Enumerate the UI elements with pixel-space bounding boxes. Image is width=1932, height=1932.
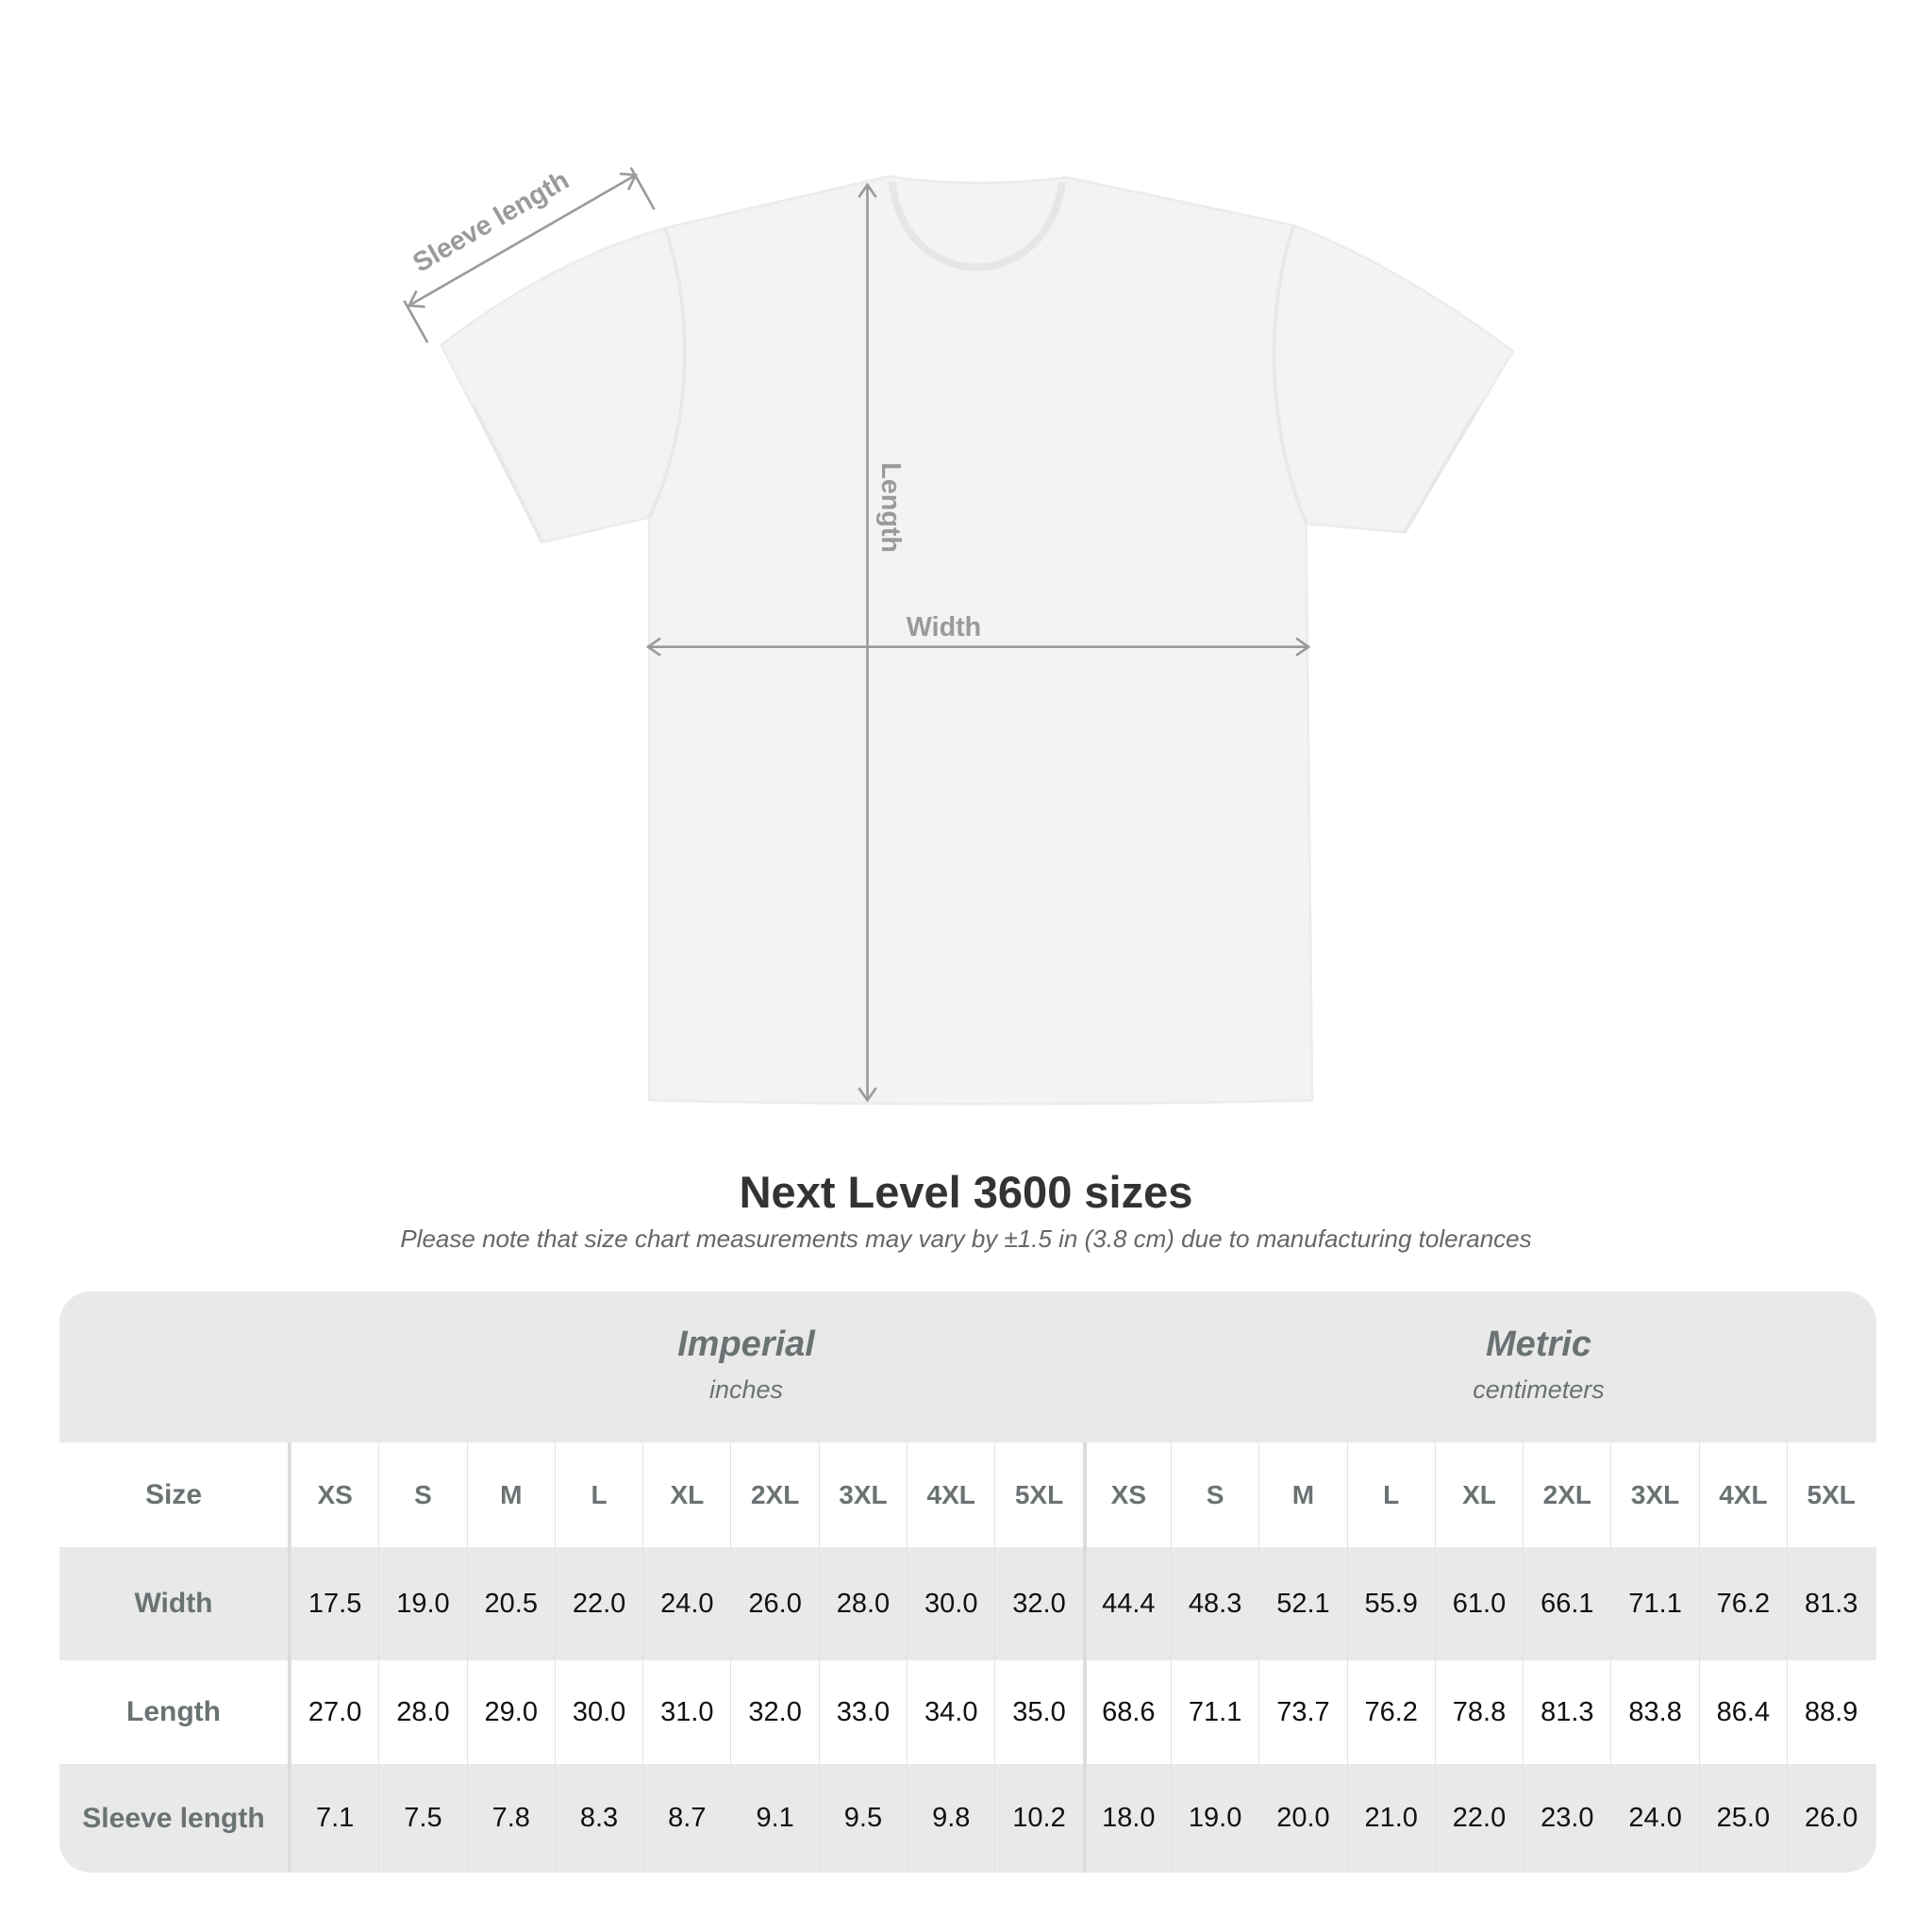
- value-cell: 81.3: [1787, 1547, 1874, 1660]
- size-header-cell: 2XL: [730, 1442, 818, 1547]
- metric-title: Metric: [1486, 1324, 1591, 1364]
- row-label: Length: [59, 1660, 291, 1764]
- value-cell: 22.0: [554, 1547, 642, 1660]
- value-cell: 7.1: [291, 1764, 378, 1873]
- sleeve-length-arrow: [403, 166, 656, 343]
- size-header-cell: M: [1258, 1442, 1346, 1547]
- value-cell: 21.0: [1346, 1764, 1435, 1873]
- value-cell: 76.2: [1346, 1660, 1435, 1764]
- value-cell: 73.7: [1258, 1660, 1346, 1764]
- size-header-cell: 4XL: [1698, 1442, 1787, 1547]
- value-cell: 10.2: [994, 1764, 1082, 1873]
- size-header-cell: 4XL: [907, 1442, 994, 1547]
- value-cell: 48.3: [1170, 1547, 1258, 1660]
- value-cell: 19.0: [378, 1547, 466, 1660]
- value-cell: 34.0: [907, 1660, 994, 1764]
- size-header-cell: 5XL: [994, 1442, 1082, 1547]
- value-cell: 30.0: [554, 1660, 642, 1764]
- width-label: Width: [907, 612, 981, 642]
- value-cell: 20.5: [466, 1547, 555, 1660]
- row-label: Width: [59, 1547, 291, 1660]
- value-cell: 83.8: [1610, 1660, 1698, 1764]
- value-cell: 55.9: [1346, 1547, 1435, 1660]
- table-row: Width 17.5 19.0 20.5 22.0 24.0 26.0 28.0 30.0 32.…: [59, 1547, 1876, 1660]
- value-cell: 78.8: [1434, 1660, 1523, 1764]
- size-header-cell: 3XL: [818, 1442, 907, 1547]
- value-cell: 23.0: [1523, 1764, 1610, 1873]
- value-cell: 20.0: [1258, 1764, 1346, 1873]
- value-cell: 17.5: [291, 1547, 378, 1660]
- value-cell: 24.0: [1610, 1764, 1698, 1873]
- value-cell: 24.0: [642, 1547, 730, 1660]
- sleeve-length-label: Sleeve length: [408, 165, 574, 278]
- value-cell: 29.0: [466, 1660, 555, 1764]
- value-cell: 32.0: [730, 1660, 818, 1764]
- tshirt-image: [439, 175, 1515, 1106]
- table-row: Length 27.0 28.0 29.0 30.0 31.0 32.0 33.0 34.0 35…: [59, 1660, 1876, 1764]
- size-header-cell: 2XL: [1523, 1442, 1610, 1547]
- size-header-cell: XL: [1434, 1442, 1523, 1547]
- size-header-cell: L: [1346, 1442, 1435, 1547]
- value-cell: 18.0: [1082, 1764, 1171, 1873]
- value-cell: 7.5: [378, 1764, 466, 1873]
- width-arrow: [645, 637, 1311, 657]
- size-header-cell: S: [378, 1442, 466, 1547]
- value-cell: 19.0: [1170, 1764, 1258, 1873]
- value-cell: 52.1: [1258, 1547, 1346, 1660]
- value-cell: 9.8: [907, 1764, 994, 1873]
- value-cell: 9.5: [818, 1764, 907, 1873]
- row-label: Sleeve length: [59, 1764, 291, 1873]
- value-cell: 86.4: [1698, 1660, 1787, 1764]
- imperial-header: Imperial inches: [350, 1291, 1142, 1442]
- value-cell: 9.1: [730, 1764, 818, 1873]
- value-cell: 22.0: [1434, 1764, 1523, 1873]
- row-label: Size: [59, 1442, 291, 1547]
- value-cell: 26.0: [1787, 1764, 1874, 1873]
- tshirt-collar: [888, 181, 1066, 272]
- value-cell: 8.7: [642, 1764, 730, 1873]
- value-cell: 76.2: [1698, 1547, 1787, 1660]
- tolerance-note: Please note that size chart measurements…: [400, 1224, 1532, 1253]
- value-cell: 33.0: [818, 1660, 907, 1764]
- size-header-cell: XS: [291, 1442, 378, 1547]
- value-cell: 31.0: [642, 1660, 730, 1764]
- value-cell: 32.0: [994, 1547, 1082, 1660]
- value-cell: 71.1: [1610, 1547, 1698, 1660]
- value-cell: 35.0: [994, 1660, 1082, 1764]
- metric-header: Metric centimeters: [1142, 1291, 1876, 1442]
- value-cell: 8.3: [554, 1764, 642, 1873]
- size-header-cell: M: [466, 1442, 555, 1547]
- value-cell: 27.0: [291, 1660, 378, 1764]
- value-cell: 81.3: [1523, 1660, 1610, 1764]
- value-cell: 26.0: [730, 1547, 818, 1660]
- value-cell: 28.0: [818, 1547, 907, 1660]
- size-table: Imperial inches Metric centimeters Size X…: [59, 1291, 1876, 1873]
- value-cell: 28.0: [378, 1660, 466, 1764]
- tshirt-seams: [473, 225, 1481, 543]
- value-cell: 68.6: [1082, 1660, 1171, 1764]
- value-cell: 71.1: [1170, 1660, 1258, 1764]
- value-cell: 7.8: [466, 1764, 555, 1873]
- imperial-unit: inches: [708, 1375, 784, 1404]
- imperial-title: Imperial: [677, 1324, 815, 1364]
- value-cell: 44.4: [1082, 1547, 1171, 1660]
- length-label: Length: [875, 462, 906, 553]
- value-cell: 30.0: [907, 1547, 994, 1660]
- size-header-cell: 3XL: [1610, 1442, 1698, 1547]
- size-header-cell: XS: [1082, 1442, 1171, 1547]
- size-header-cell: XL: [642, 1442, 730, 1547]
- size-header-row: Size XS S M L XL 2XL 3XL 4XL 5XL XS S M L XL 2XL 3XL 4XL 5…: [59, 1442, 1876, 1547]
- value-cell: 61.0: [1434, 1547, 1523, 1660]
- size-header-cell: L: [554, 1442, 642, 1547]
- metric-unit: centimeters: [1473, 1375, 1605, 1404]
- page-title: Next Level 3600 sizes: [739, 1167, 1193, 1217]
- size-header-cell: 5XL: [1787, 1442, 1874, 1547]
- value-cell: 88.9: [1787, 1660, 1874, 1764]
- table-row: Sleeve length 7.1 7.5 7.8 8.3 8.7 9.1 9.5 9.8 10.…: [59, 1764, 1876, 1873]
- value-cell: 25.0: [1698, 1764, 1787, 1873]
- value-cell: 66.1: [1523, 1547, 1610, 1660]
- size-header-cell: S: [1170, 1442, 1258, 1547]
- length-arrow: [858, 182, 877, 1103]
